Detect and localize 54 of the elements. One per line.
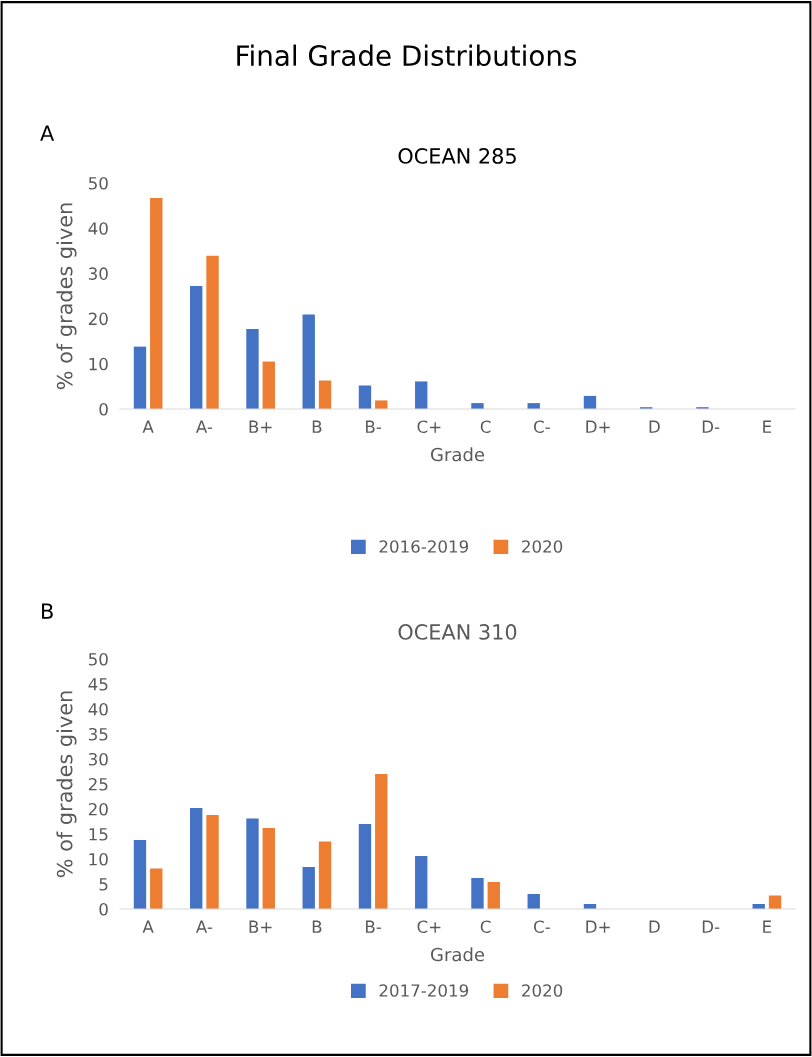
text: A <box>40 125 55 141</box>
x-tick-label: D- <box>702 920 720 933</box>
text: B <box>42 603 53 619</box>
x-tick-label: D <box>649 920 660 933</box>
x-tick-label: C <box>480 920 491 934</box>
x-tick-label: C- <box>533 920 550 934</box>
y-tick-label: 40 <box>88 702 108 716</box>
y-tick-label: 10 <box>89 357 108 371</box>
x-tick-label: D <box>649 420 660 433</box>
x-tick-label: B <box>312 920 322 933</box>
legend-label: 2020 <box>522 540 563 553</box>
y-tick-label: 25 <box>88 777 108 791</box>
y-axis-title: % of grades given <box>56 203 77 390</box>
y-tick-label: 50 <box>88 176 108 190</box>
x-tick-label: C+ <box>417 420 441 434</box>
y-axis-title: % of grades given <box>56 691 77 878</box>
legend-label: 2016-2019 <box>379 540 469 553</box>
text: Final Grade Distributions <box>237 44 577 67</box>
y-tick-label: 10 <box>89 852 108 866</box>
x-tick-label: A <box>142 920 154 933</box>
chart-title: OCEAN 285 <box>398 148 516 164</box>
legend-label: 2017-2019 <box>379 984 469 997</box>
y-tick-label: 5 <box>99 878 108 891</box>
x-tick-label: A <box>142 420 154 433</box>
y-tick-label: 30 <box>88 752 108 766</box>
x-tick-label: D+ <box>586 920 610 933</box>
x-tick-label: C- <box>533 420 550 434</box>
y-tick-label: 0 <box>99 402 108 416</box>
x-tick-label: B- <box>366 420 382 433</box>
x-tick-label: E <box>763 920 772 933</box>
x-axis-title: Grade <box>430 447 485 462</box>
x-tick-label: A- <box>195 420 213 433</box>
x-tick-label: A- <box>195 920 213 933</box>
legend-label: 2020 <box>522 984 563 997</box>
y-tick-label: 45 <box>88 678 108 691</box>
x-tick-label: B+ <box>249 420 272 433</box>
x-tick-label: B- <box>366 920 382 933</box>
x-tick-label: B+ <box>249 920 272 933</box>
x-tick-label: D+ <box>586 420 610 433</box>
x-tick-label: D- <box>702 420 720 433</box>
y-tick-label: 0 <box>99 902 108 916</box>
y-tick-label: 35 <box>88 727 108 741</box>
y-tick-label: 30 <box>88 267 108 280</box>
y-tick-label: 20 <box>88 802 108 816</box>
x-tick-label: C+ <box>417 920 441 934</box>
x-axis-title: Grade <box>430 947 485 962</box>
y-tick-label: 40 <box>88 222 108 235</box>
x-tick-label: B <box>312 420 322 433</box>
x-tick-label: E <box>763 420 772 433</box>
chart-title: OCEAN 310 <box>398 624 517 640</box>
x-tick-label: C <box>480 420 491 434</box>
y-tick-label: 15 <box>89 828 108 841</box>
y-tick-label: 50 <box>88 652 108 666</box>
y-tick-label: 20 <box>88 312 108 326</box>
